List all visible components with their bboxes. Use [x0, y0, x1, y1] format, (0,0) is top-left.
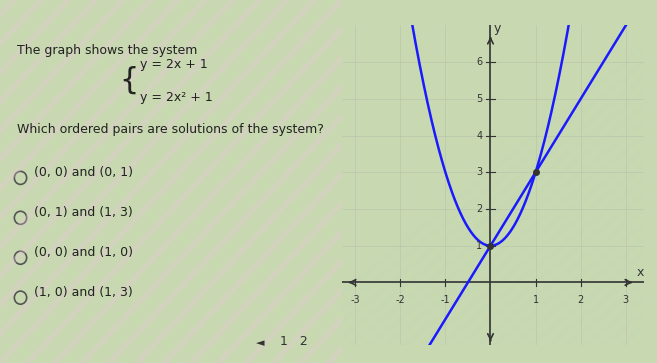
- Text: 1: 1: [533, 295, 539, 305]
- Text: 3: 3: [623, 295, 629, 305]
- Text: 3: 3: [476, 167, 482, 177]
- Text: 2: 2: [476, 204, 482, 214]
- Text: -1: -1: [441, 295, 450, 305]
- Text: 1   2: 1 2: [280, 335, 308, 348]
- Text: (0, 0) and (0, 1): (0, 0) and (0, 1): [34, 166, 133, 179]
- Text: (0, 1) and (1, 3): (0, 1) and (1, 3): [34, 206, 133, 219]
- Text: (0, 0) and (1, 0): (0, 0) and (1, 0): [34, 246, 133, 259]
- Text: y = 2x² + 1: y = 2x² + 1: [140, 91, 213, 104]
- Text: (1, 0) and (1, 3): (1, 0) and (1, 3): [34, 286, 133, 299]
- Text: {: {: [120, 65, 139, 94]
- Text: 6: 6: [476, 57, 482, 67]
- Text: -3: -3: [350, 295, 360, 305]
- Text: 2: 2: [578, 295, 584, 305]
- Text: x: x: [637, 266, 645, 280]
- Text: -2: -2: [396, 295, 405, 305]
- Text: 1: 1: [476, 241, 482, 251]
- Text: 4: 4: [476, 131, 482, 140]
- Text: y = 2x + 1: y = 2x + 1: [140, 58, 208, 71]
- Text: The graph shows the system: The graph shows the system: [17, 44, 198, 57]
- Text: ◄: ◄: [256, 338, 265, 348]
- Text: Which ordered pairs are solutions of the system?: Which ordered pairs are solutions of the…: [17, 123, 324, 136]
- Text: 5: 5: [476, 94, 482, 104]
- Text: y: y: [494, 21, 501, 34]
